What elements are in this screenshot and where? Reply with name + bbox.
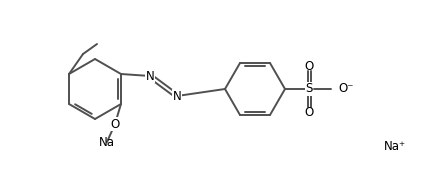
Text: N: N bbox=[146, 70, 154, 82]
Text: Na⁺: Na⁺ bbox=[384, 139, 406, 153]
Text: Na: Na bbox=[99, 137, 115, 149]
Text: N: N bbox=[173, 89, 181, 102]
Text: O⁻: O⁻ bbox=[338, 82, 354, 95]
Text: O: O bbox=[305, 105, 313, 118]
Text: O: O bbox=[305, 59, 313, 72]
Text: S: S bbox=[305, 82, 313, 95]
Text: O: O bbox=[110, 118, 120, 130]
